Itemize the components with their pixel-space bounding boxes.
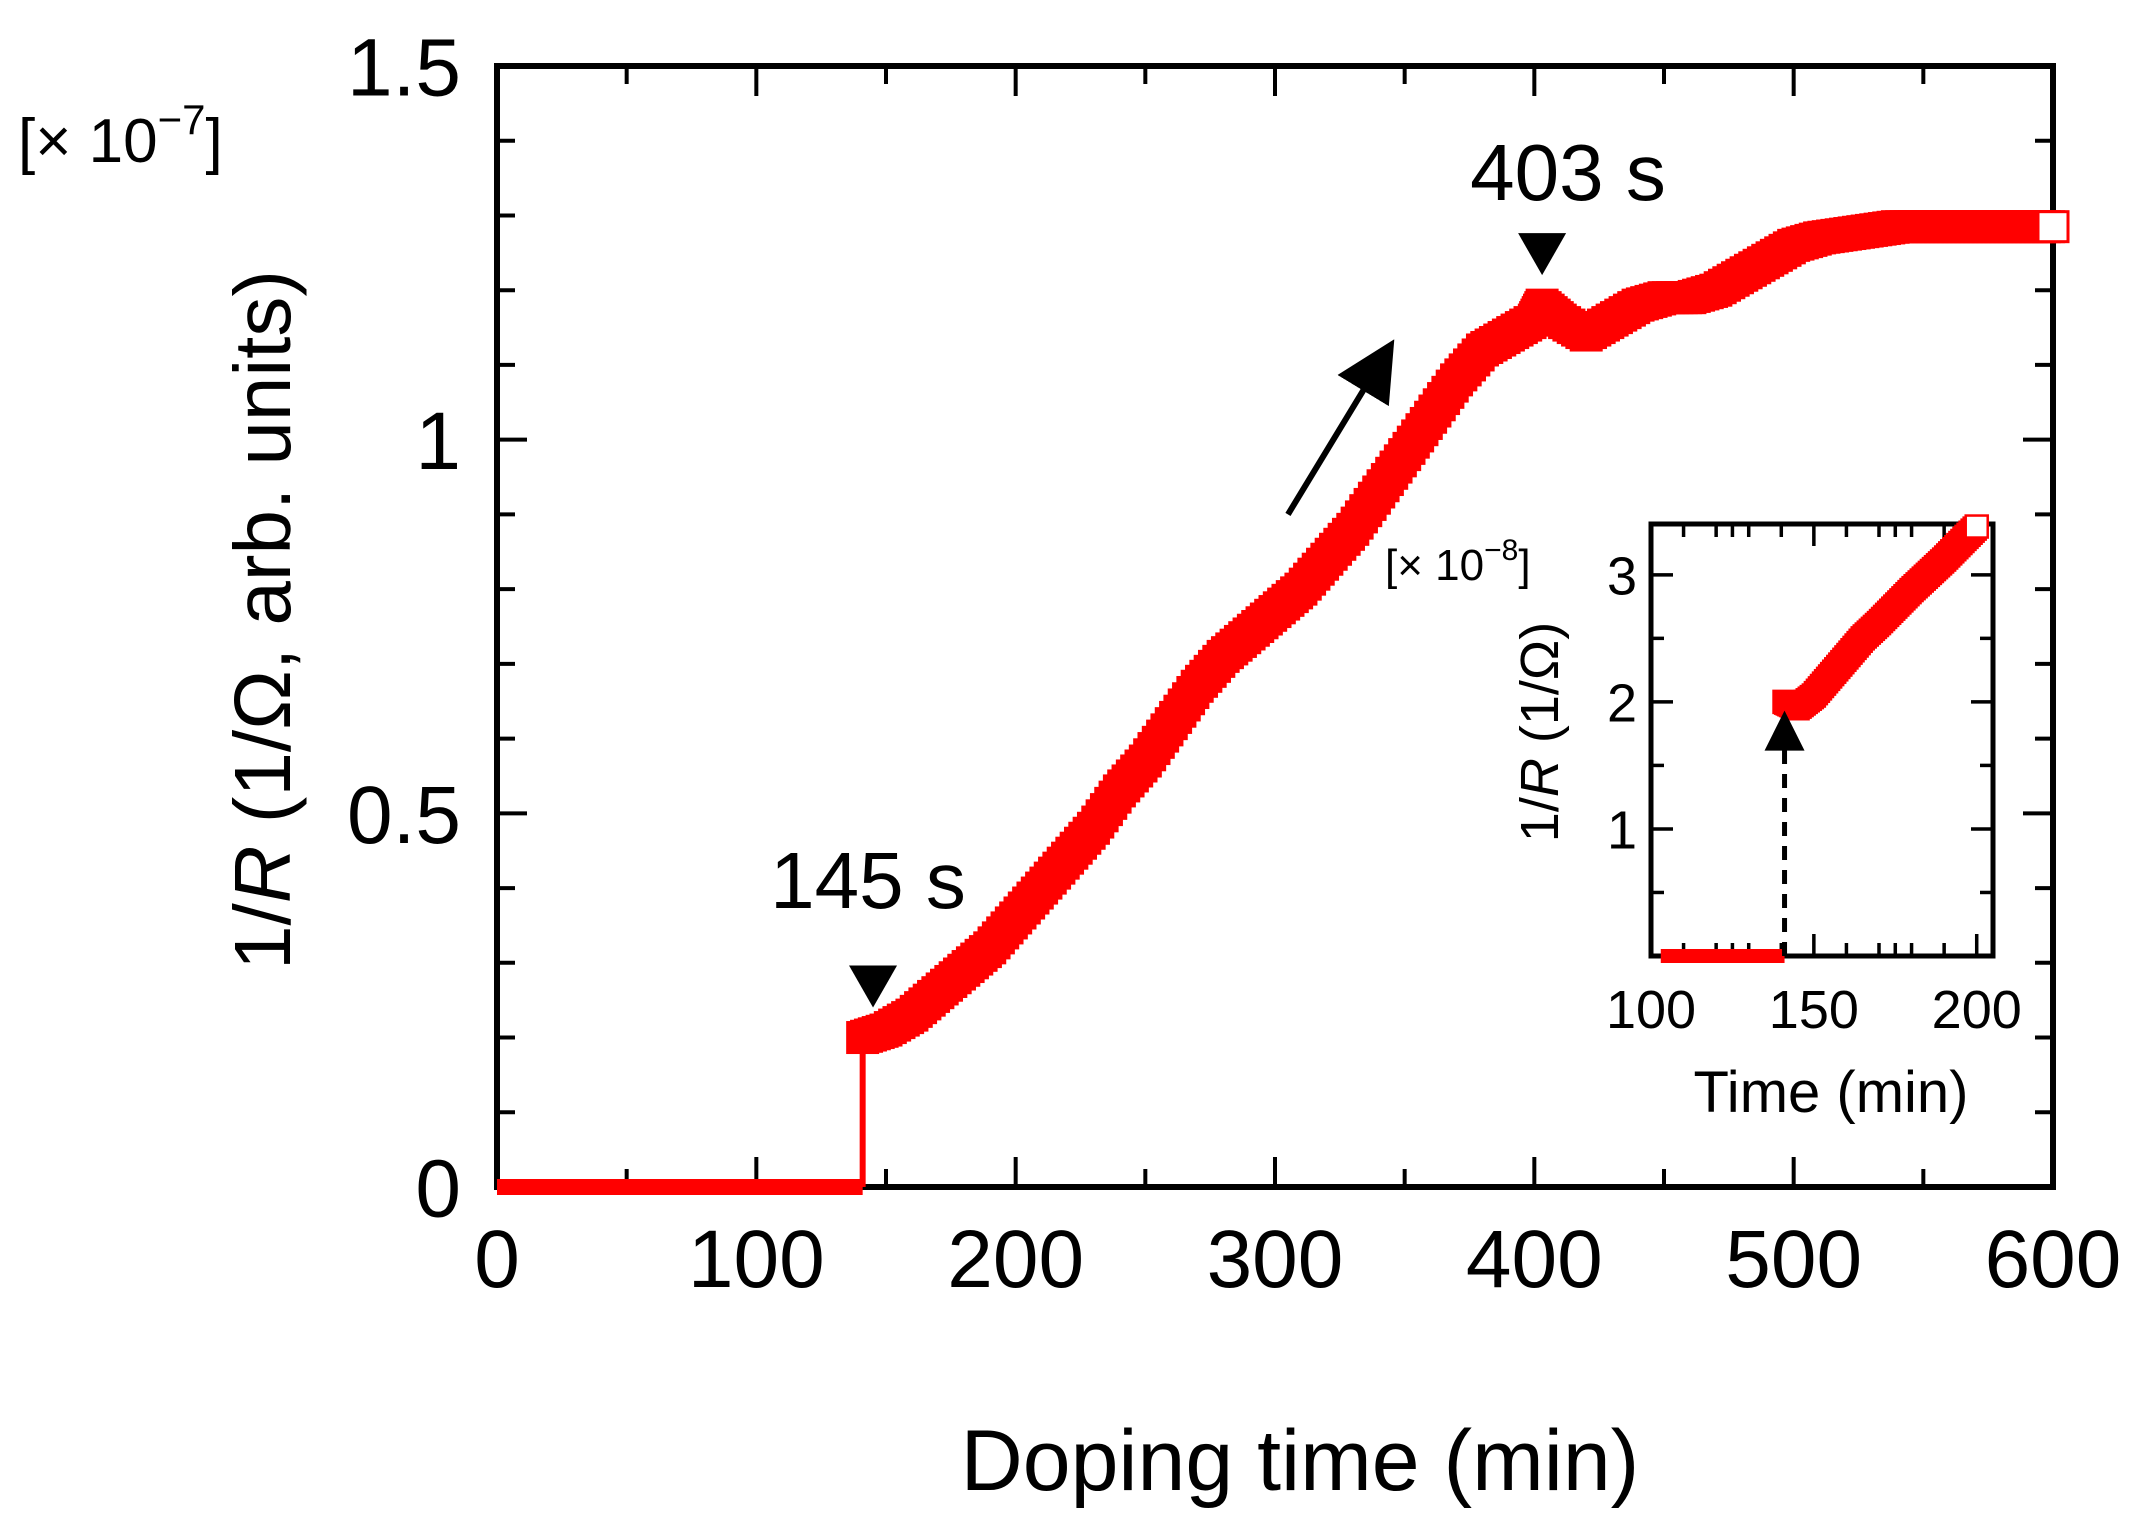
main-data-point <box>2036 210 2070 244</box>
inset-y-tick-label: 2 <box>1607 673 1637 733</box>
main-y-axis-title-prefix: 1/ <box>218 903 307 970</box>
inset-y-scale-label-exponent: −8 <box>1484 534 1518 567</box>
inset-y-scale-label: [× 10−8] <box>1385 534 1531 590</box>
inset-x-tick-label: 200 <box>1932 980 2022 1040</box>
main-plot: 0 100 200 300 400 500 600 0 0.5 1 1.5 <box>347 23 2121 1305</box>
inset-y-axis-title-suffix: (1/Ω) <box>1510 622 1570 758</box>
annotation-label-145: 145 s <box>770 836 966 925</box>
main-x-tick-label: 200 <box>947 1214 1084 1305</box>
annotation-marker-1 <box>1518 233 1567 276</box>
main-x-tick-label: 500 <box>1725 1214 1862 1305</box>
main-y-scale-label-suffix: ] <box>206 107 223 176</box>
inset-plot-frame <box>1648 521 1996 959</box>
inset-y-tick-label: 3 <box>1607 546 1637 606</box>
inset-y-axis-title-prefix: 1/ <box>1510 797 1570 842</box>
main-x-tick-label: 100 <box>688 1214 825 1305</box>
main-y-tick-label: 0 <box>415 1144 461 1235</box>
main-y-axis-title: 1/R (1/Ω, arb. units) <box>218 270 307 970</box>
main-y-tick-label: 0.5 <box>347 770 461 861</box>
main-x-tick-label: 400 <box>1466 1214 1603 1305</box>
main-y-tick-label: 1.5 <box>347 23 461 114</box>
main-y-tick-label: 1 <box>415 396 461 487</box>
inset-x-tick-label: 100 <box>1606 980 1696 1040</box>
inset-y-tick-label: 1 <box>1607 800 1637 860</box>
inset-x-axis-title: Time (min) <box>1694 1060 1969 1125</box>
trend-arrow <box>1285 339 1395 516</box>
inset-plot: 100 150 200 1 2 3 <box>1606 514 2022 1040</box>
inset-x-tick-label: 150 <box>1769 980 1859 1040</box>
inset-y-scale-label-suffix: ] <box>1518 541 1530 590</box>
inset-arrowhead <box>1764 710 1805 751</box>
main-y-axis-title-italic: R <box>218 846 307 904</box>
inset-y-axis-title-italic: R <box>1510 758 1570 797</box>
annotation-marker-0 <box>849 965 898 1008</box>
main-y-axis-title-suffix: (1/Ω, arb. units) <box>218 270 307 846</box>
inset-y-scale-label-prefix: [× 10 <box>1385 541 1484 590</box>
main-x-tick-label: 0 <box>474 1214 520 1305</box>
main-x-tick-label: 300 <box>1207 1214 1344 1305</box>
inset-data-point <box>1964 514 1989 539</box>
main-y-scale-label: [× 10−7] <box>18 96 223 176</box>
main-x-tick-label: 600 <box>1985 1214 2122 1305</box>
inset-background <box>1651 524 1993 956</box>
inset-y-axis-title: 1/R (1/Ω) <box>1510 622 1570 842</box>
main-x-axis-title: Doping time (min) <box>961 1413 1640 1509</box>
annotation-label-403: 403 s <box>1470 128 1666 217</box>
main-y-scale-label-exponent: −7 <box>158 96 206 143</box>
main-y-scale-label-prefix: [× 10 <box>18 107 158 176</box>
